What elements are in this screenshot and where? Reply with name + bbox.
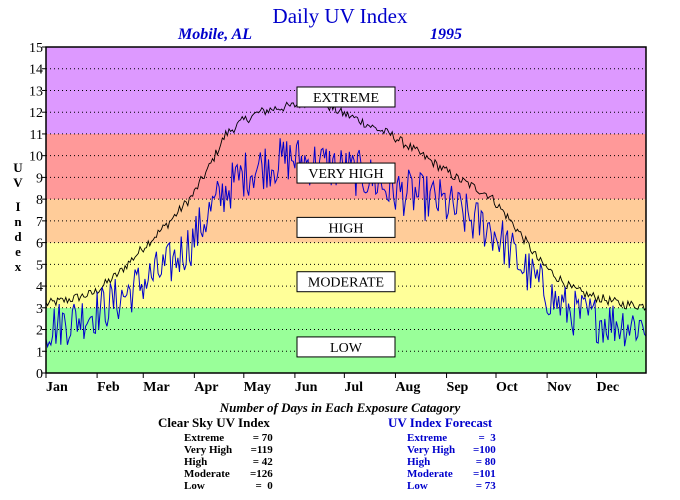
row-label: Low <box>184 480 205 492</box>
clear-sky-heading: Clear Sky UV Index <box>158 415 270 430</box>
y-tick-label: 1 <box>36 345 43 360</box>
band-label: HIGH <box>329 221 364 236</box>
x-tick-label: May <box>244 380 271 395</box>
y-tick-label: 2 <box>36 324 43 339</box>
y-tick-label: 8 <box>36 193 43 208</box>
y-tick-label: 9 <box>36 171 43 186</box>
location-label: Mobile, AL <box>178 26 253 43</box>
forecast-panel: UV Index Forecast Extreme = 3 Very High =1… <box>388 415 496 492</box>
y-tick-label: 15 <box>29 41 43 56</box>
row-label: Moderate <box>184 468 230 480</box>
forecast-series-line <box>45 138 647 349</box>
band-label-box <box>296 86 396 108</box>
table-row: Low = 0 <box>184 480 273 492</box>
y-axis-label-letter: V <box>13 175 23 190</box>
table-row: Extreme = 70 <box>184 432 273 444</box>
row-value: = 70 <box>252 432 273 444</box>
row-value: = 73 <box>475 480 496 492</box>
table-row: Very High =119 <box>184 444 273 456</box>
row-label: Very High <box>407 444 456 456</box>
table-row: High = 42 <box>184 456 273 468</box>
y-tick-label: 14 <box>29 63 43 78</box>
year-label: 1995 <box>430 26 462 43</box>
y-tick-label: 13 <box>29 84 43 99</box>
y-axis-label: U V I n d e x <box>10 160 26 274</box>
y-axis-label-letter: n <box>14 214 22 229</box>
row-label: Moderate <box>407 468 453 480</box>
y-axis-label-letter: x <box>14 259 22 274</box>
table-row: Extreme = 3 <box>407 432 496 444</box>
clear-sky-table: Extreme = 70 Very High =119 High = 42 Moder… <box>184 432 273 492</box>
row-label: Very High <box>184 444 233 456</box>
y-tick-label: 10 <box>29 150 43 165</box>
row-value: = 80 <box>475 456 496 468</box>
clear-sky-panel: Clear Sky UV Index Extreme = 70 Very High… <box>158 415 273 492</box>
x-tick-label: Sep <box>447 380 469 395</box>
row-label: Extreme <box>407 432 448 444</box>
table-row: Moderate =101 <box>407 468 496 480</box>
x-tick-label: Jun <box>295 380 318 395</box>
band-label-box <box>296 162 396 184</box>
y-tick-label: 5 <box>36 258 43 273</box>
chart-title: Daily UV Index <box>272 4 408 28</box>
x-tick-label: Nov <box>547 380 571 395</box>
table-row: Very High =100 <box>407 444 496 456</box>
row-value: =100 <box>473 444 496 456</box>
days-caption: Number of Days in Each Exposure Catagory <box>219 400 461 415</box>
row-value: =101 <box>473 468 496 480</box>
table-row: Moderate =126 <box>184 468 273 480</box>
y-axis-label-letter: U <box>13 160 23 175</box>
y-axis-label-letter: d <box>14 229 22 244</box>
x-tick-label: Dec <box>597 380 620 395</box>
row-label: Low <box>407 480 428 492</box>
band-label-boxes: EXTREME VERY HIGH HIGH MODERATE LOW <box>296 86 396 358</box>
table-row: High = 80 <box>407 456 496 468</box>
table-row: Low = 73 <box>407 480 496 492</box>
band-label-box <box>296 336 396 358</box>
x-tick-label: Apr <box>194 380 218 395</box>
y-axis-label-letter: I <box>15 199 21 214</box>
x-tick-label: Jul <box>344 380 363 395</box>
x-tick-label: Aug <box>395 380 420 395</box>
y-tick-label: 11 <box>30 128 43 143</box>
y-tick-label: 12 <box>29 106 43 121</box>
band-label-box <box>296 271 396 293</box>
row-label: High <box>407 456 431 468</box>
band-label: VERY HIGH <box>308 167 383 182</box>
row-label: Extreme <box>184 432 225 444</box>
y-tick-label: 7 <box>36 215 43 230</box>
x-tick-label: Jan <box>46 380 68 395</box>
x-tick-label: Mar <box>143 380 169 395</box>
x-tick-label: Oct <box>496 380 518 395</box>
row-value: =126 <box>250 468 273 480</box>
forecast-heading: UV Index Forecast <box>388 415 493 430</box>
band-label-box <box>296 216 396 238</box>
series-lines <box>45 98 647 349</box>
x-axis-ticks: Jan Feb Mar Apr May Jun Jul Aug Sep Oct Nov Dec <box>45 373 620 395</box>
y-tick-label: 6 <box>36 237 43 252</box>
band-label: MODERATE <box>308 276 384 291</box>
plot-frame <box>45 46 647 374</box>
row-value: = 42 <box>252 456 273 468</box>
band-label: EXTREME <box>313 91 379 106</box>
band-label: LOW <box>330 341 363 356</box>
y-tick-label: 3 <box>36 302 43 317</box>
row-value: = 3 <box>478 432 496 444</box>
y-tick-label: 4 <box>36 280 43 295</box>
row-label: High <box>184 456 208 468</box>
forecast-table: Extreme = 3 Very High =100 High = 80 Modera… <box>407 432 496 492</box>
clear-sky-series-line <box>45 98 647 311</box>
x-tick-label: Feb <box>97 380 120 395</box>
y-tick-label: 0 <box>36 367 43 382</box>
y-axis-label-letter: e <box>15 244 21 259</box>
row-value: = 0 <box>255 480 273 492</box>
row-value: =119 <box>250 444 273 456</box>
